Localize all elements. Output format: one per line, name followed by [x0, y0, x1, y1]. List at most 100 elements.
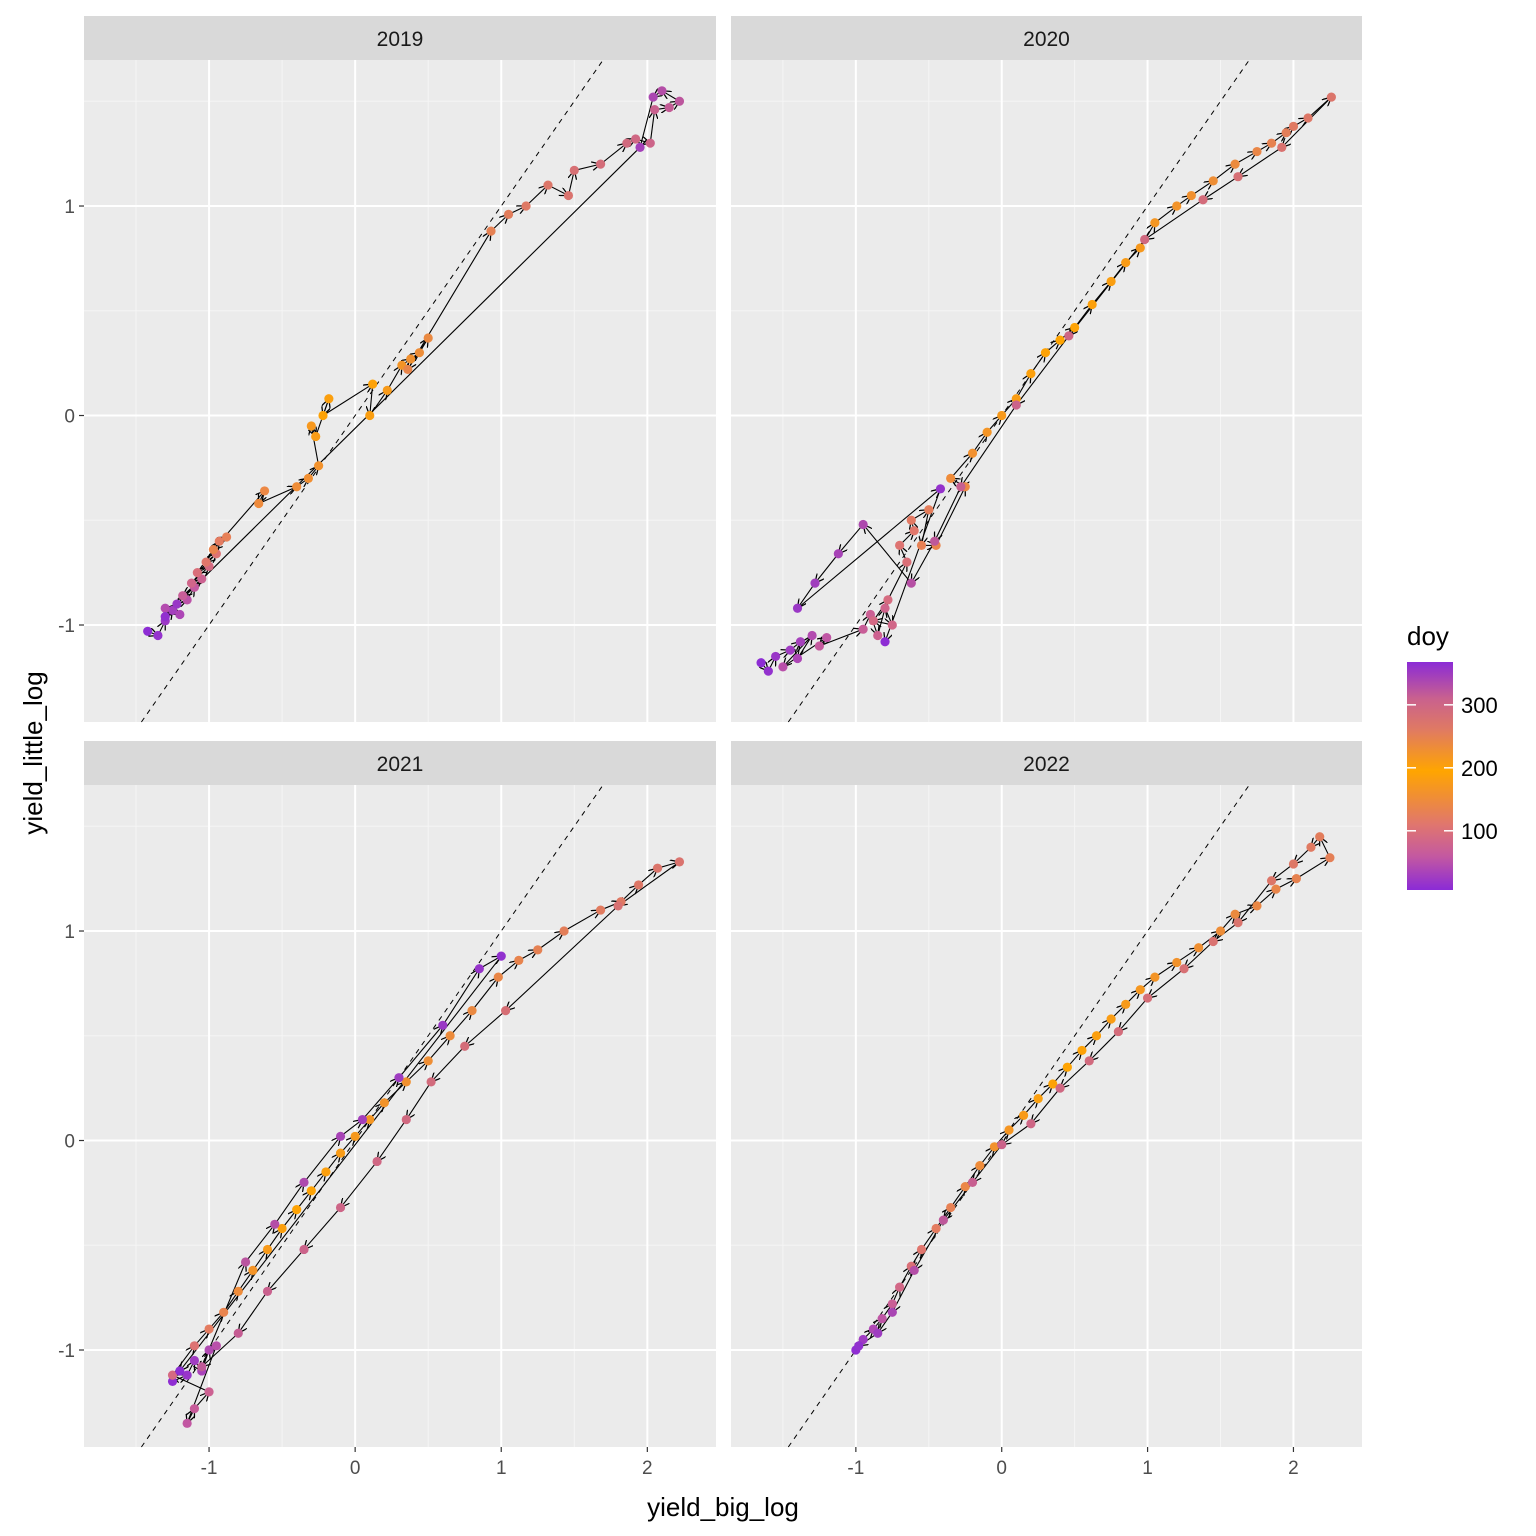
- trajectory-arrow: [1031, 1087, 1061, 1124]
- data-point: [997, 410, 1007, 421]
- data-point: [873, 1328, 883, 1338]
- data-point: [858, 624, 868, 634]
- data-point: [595, 905, 606, 915]
- data-point: [501, 1006, 511, 1016]
- trajectory-arrow: [1148, 968, 1185, 998]
- data-point: [1033, 1094, 1043, 1104]
- facet-strip-label: 2022: [1023, 753, 1070, 776]
- data-point: [221, 532, 232, 542]
- data-point: [1230, 159, 1240, 169]
- trajectory-arrow: [177, 146, 641, 604]
- data-point: [270, 1219, 280, 1229]
- data-point: [778, 662, 788, 672]
- data-point: [622, 138, 632, 148]
- data-point: [292, 482, 302, 492]
- data-point: [262, 1286, 273, 1296]
- trajectory-arrow: [1238, 880, 1272, 923]
- trajectory-arrow: [362, 1078, 399, 1120]
- data-point: [335, 1148, 346, 1158]
- data-point: [175, 1366, 185, 1376]
- data-point: [916, 540, 927, 550]
- data-point: [822, 632, 832, 643]
- trajectory-arrow: [1213, 922, 1239, 942]
- panel-background: [84, 60, 716, 722]
- data-point: [160, 603, 170, 613]
- data-point: [631, 134, 641, 144]
- y-tick-label: -1: [58, 1341, 75, 1362]
- data-point: [909, 1265, 919, 1275]
- data-point: [493, 972, 503, 982]
- trajectory-arrow: [838, 524, 864, 553]
- data-point: [1252, 146, 1262, 157]
- facet-strip: [84, 741, 716, 785]
- data-point: [299, 1177, 309, 1188]
- data-point: [167, 1376, 178, 1387]
- trajectory-arrow: [386, 365, 402, 391]
- facet-strip: [731, 741, 1362, 785]
- data-point: [1150, 972, 1160, 982]
- data-point: [262, 1244, 273, 1255]
- trajectory-arrow: [1184, 941, 1214, 968]
- trajectory-arrow: [783, 635, 813, 666]
- trajectory-arrow: [911, 540, 936, 583]
- data-point: [1266, 876, 1277, 886]
- data-point: [1055, 1083, 1065, 1093]
- data-point: [379, 1098, 389, 1108]
- data-point: [1121, 257, 1131, 268]
- data-point: [259, 486, 270, 496]
- data-point: [1026, 369, 1036, 379]
- data-point: [299, 1244, 309, 1255]
- data-point: [406, 354, 416, 364]
- y-tick-label: 0: [64, 1132, 75, 1153]
- data-point: [1208, 176, 1218, 186]
- legend: doy 100 200 300: [1407, 621, 1498, 890]
- trajectory-arrow: [935, 486, 962, 541]
- facet-strip-label: 2021: [377, 753, 424, 776]
- data-point: [335, 1131, 346, 1141]
- trajectory-arrow: [525, 185, 548, 207]
- data-point: [178, 591, 188, 601]
- data-point: [1140, 234, 1150, 245]
- data-point: [240, 1257, 251, 1267]
- data-point: [1135, 985, 1145, 995]
- data-point: [1230, 909, 1240, 919]
- legend-tick-label: 200: [1461, 756, 1498, 781]
- data-point: [204, 1345, 214, 1355]
- data-point: [924, 505, 934, 515]
- data-point: [474, 964, 484, 974]
- data-point: [645, 138, 655, 148]
- data-point: [423, 333, 433, 343]
- data-point: [486, 226, 496, 236]
- data-point: [143, 626, 153, 636]
- data-point: [208, 544, 219, 555]
- trajectory-arrow: [274, 1182, 304, 1225]
- data-point: [613, 901, 623, 911]
- data-point: [201, 557, 211, 567]
- trajectory-arrow: [1089, 1031, 1119, 1061]
- data-point: [868, 616, 878, 626]
- data-point: [186, 578, 197, 588]
- data-point: [233, 1286, 243, 1296]
- data-point: [182, 1418, 192, 1428]
- data-point: [635, 142, 645, 152]
- data-point: [906, 578, 916, 588]
- data-point: [292, 1205, 302, 1215]
- data-point: [887, 1307, 897, 1317]
- facet-panel-2021: 2021 -1 0 1 -1 0 1 2: [58, 741, 716, 1479]
- data-point: [350, 1131, 360, 1141]
- data-point: [372, 1156, 382, 1167]
- data-point: [496, 951, 506, 961]
- data-point: [1172, 201, 1182, 211]
- data-point: [1011, 394, 1021, 404]
- trajectory-arrow: [238, 1291, 268, 1333]
- trajectory-arrow: [1238, 146, 1283, 176]
- trajectory-arrow: [304, 1207, 341, 1250]
- facet-strip: [84, 16, 716, 60]
- trajectory-arrow: [407, 231, 491, 370]
- data-point: [219, 1307, 229, 1317]
- trajectory-arrow: [798, 582, 816, 608]
- data-point: [423, 1056, 433, 1066]
- reference-line-y-equals-x: [787, 59, 1250, 723]
- data-point: [303, 473, 313, 483]
- data-point: [438, 1020, 448, 1030]
